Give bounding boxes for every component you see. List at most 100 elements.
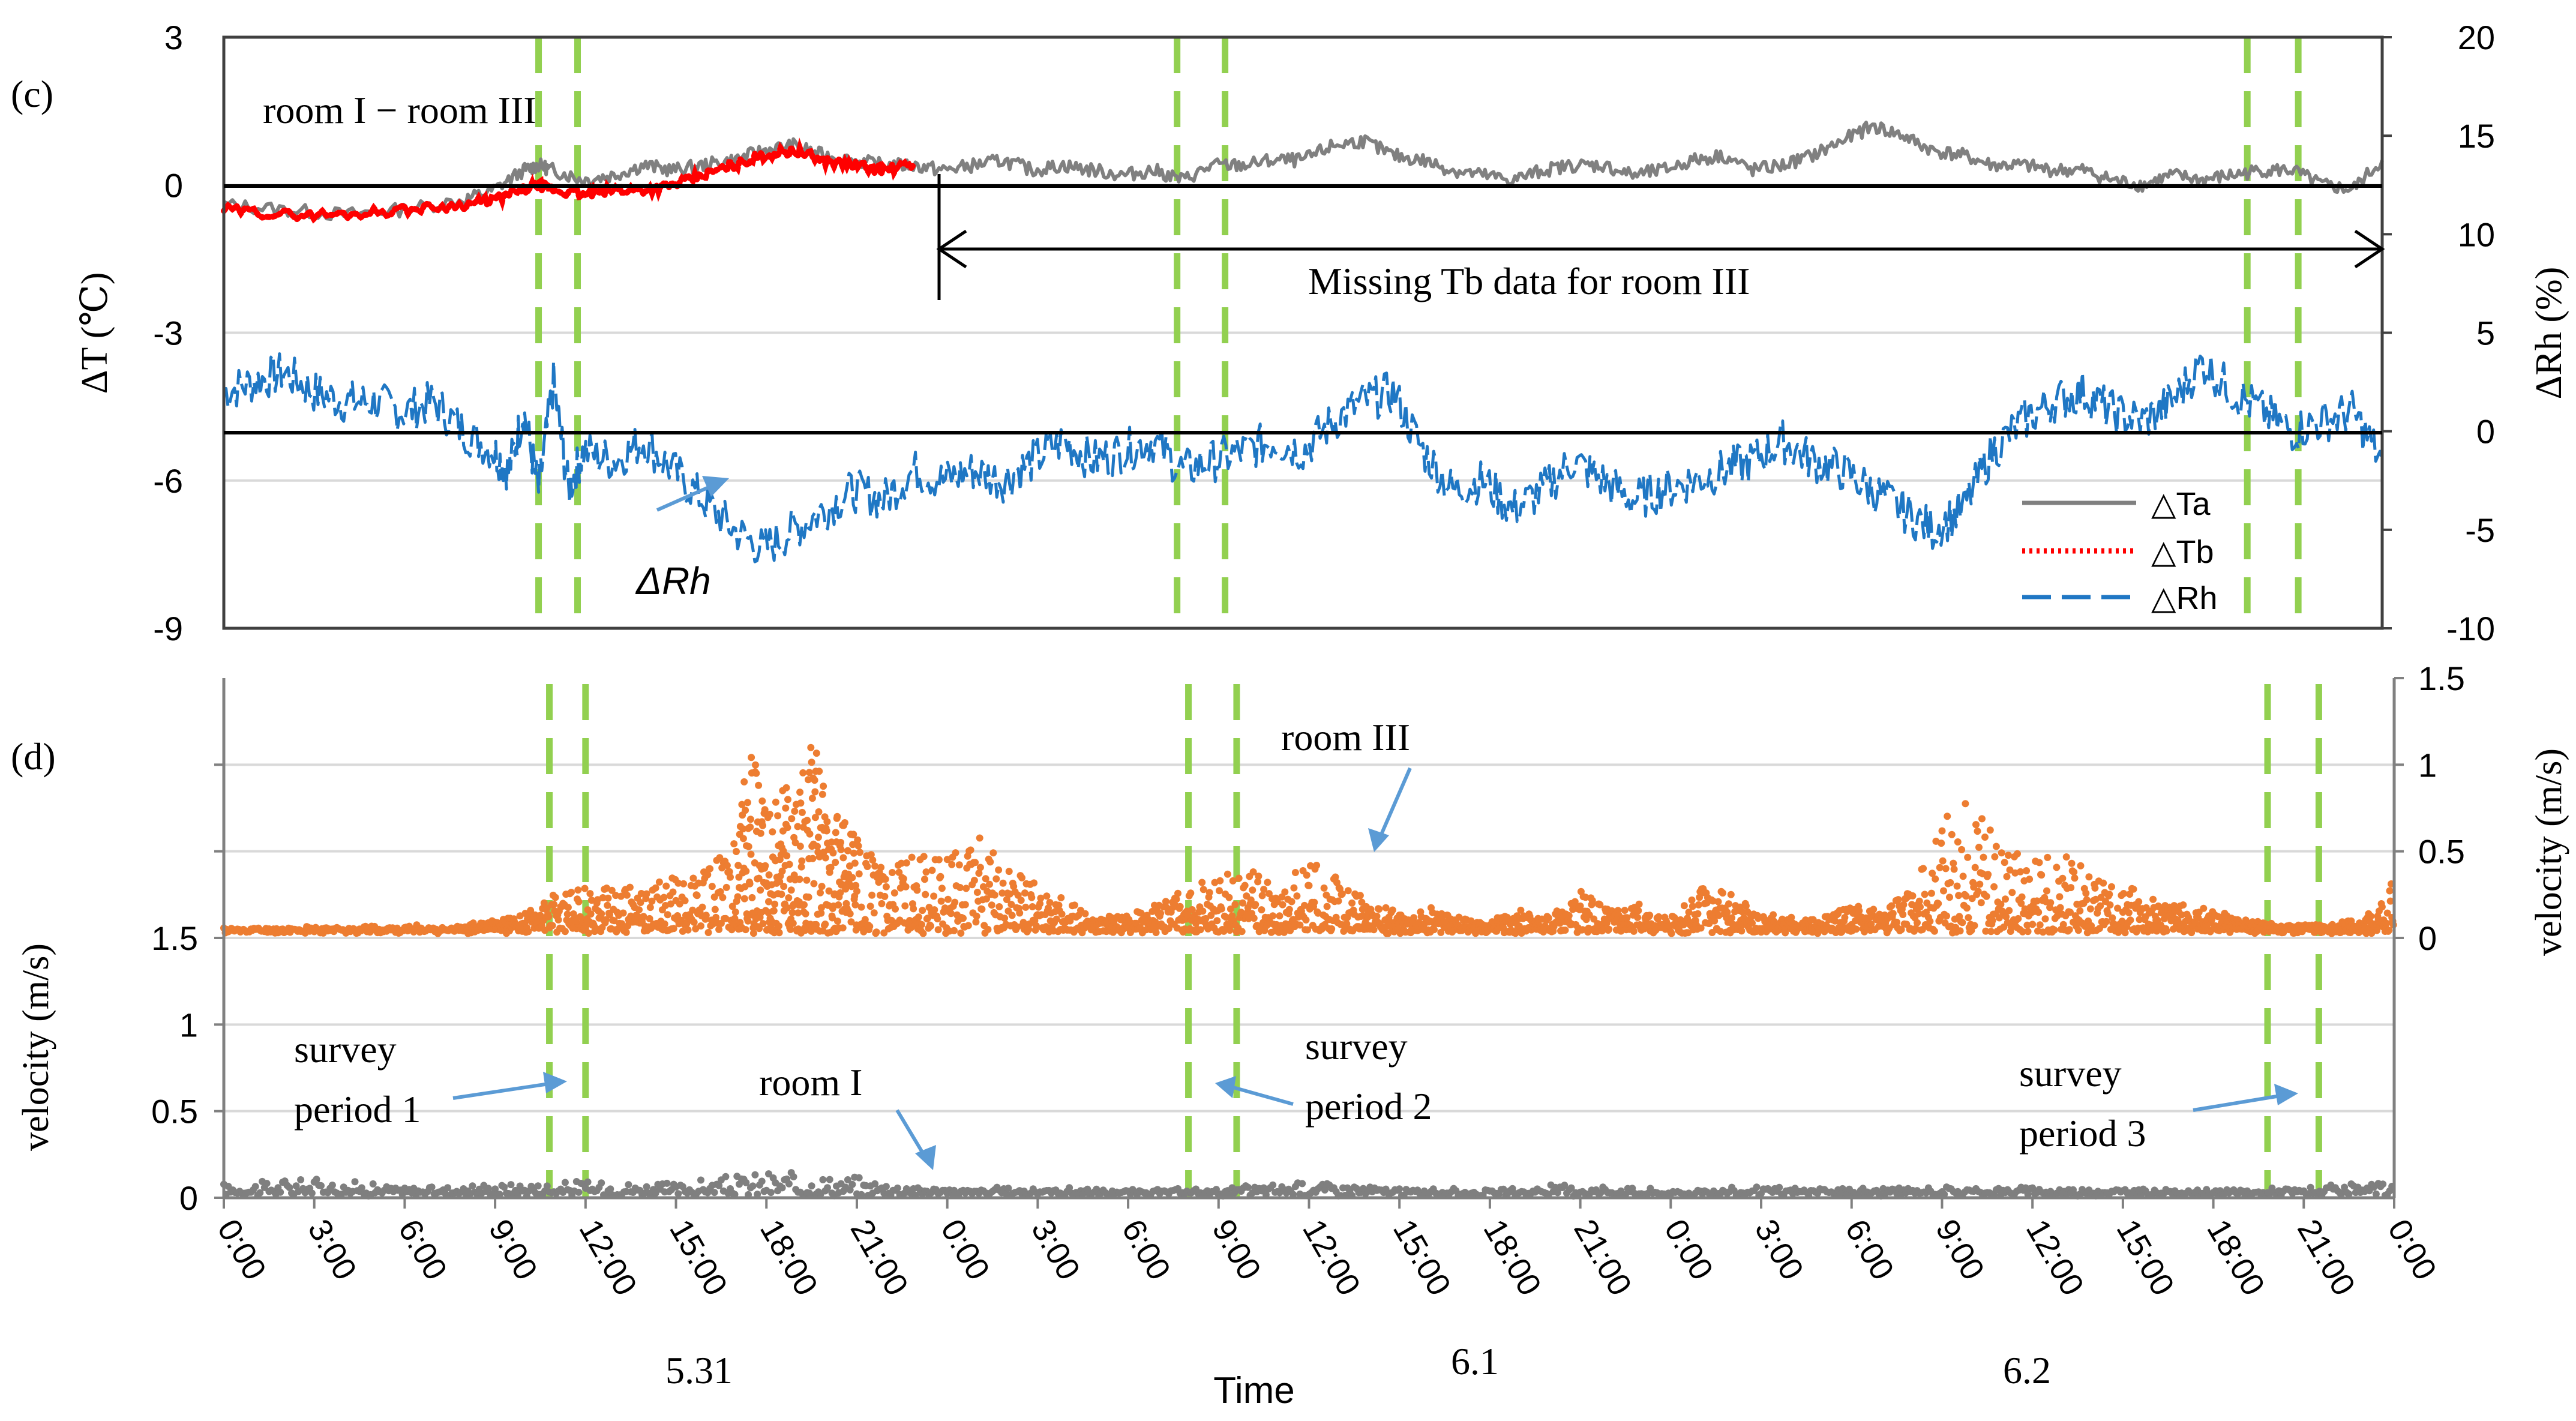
velocity-point	[1249, 868, 1257, 876]
velocity-point	[722, 1173, 730, 1180]
velocity-point	[351, 1178, 359, 1186]
velocity-point	[731, 908, 739, 916]
velocity-point	[706, 865, 714, 873]
velocity-point	[742, 807, 749, 814]
velocity-point	[2065, 926, 2073, 934]
velocity-point	[1939, 857, 1947, 865]
velocity-point	[754, 1191, 761, 1198]
velocity-point	[1889, 910, 1897, 918]
velocity-point	[866, 922, 874, 930]
velocity-point	[948, 861, 956, 868]
velocity-point	[850, 831, 857, 838]
legend-label-delta-rh: △Rh	[2151, 580, 2218, 616]
velocity-point	[1943, 912, 1950, 920]
velocity-point	[581, 885, 589, 892]
velocity-point	[1188, 906, 1196, 913]
velocity-point	[1588, 897, 1596, 904]
velocity-point	[841, 819, 848, 826]
velocity-point	[1007, 901, 1015, 909]
velocity-point	[2118, 918, 2126, 925]
velocity-point	[744, 917, 752, 925]
velocity-point	[817, 909, 825, 917]
velocity-point	[1576, 902, 1584, 910]
velocity-point	[669, 888, 677, 896]
velocity-point	[640, 913, 647, 921]
velocity-point	[2386, 887, 2394, 895]
velocity-point	[738, 801, 746, 808]
velocity-point	[922, 891, 929, 898]
velocity-point	[2121, 929, 2129, 937]
velocity-point	[723, 862, 731, 870]
velocity-point	[1205, 889, 1213, 897]
velocity-point	[1046, 899, 1054, 906]
velocity-point	[1888, 902, 1896, 910]
velocity-point	[849, 841, 857, 849]
panel-d-survey-lines	[546, 684, 2322, 1198]
velocity-point	[369, 1180, 377, 1188]
velocity-point	[757, 886, 764, 894]
velocity-point	[646, 915, 653, 922]
velocity-point	[871, 1180, 879, 1188]
velocity-point	[1621, 907, 1629, 914]
velocity-point	[2386, 897, 2394, 905]
velocity-point	[1288, 898, 1296, 906]
velocity-point	[821, 854, 829, 862]
velocity-point	[1635, 907, 1642, 915]
velocity-point	[2178, 911, 2185, 919]
velocity-point	[2014, 915, 2022, 922]
velocity-point	[1596, 901, 1604, 909]
velocity-point	[930, 892, 938, 900]
velocity-point	[871, 862, 879, 870]
velocity-point	[740, 895, 748, 903]
velocity-point	[1728, 914, 1736, 922]
velocity-point	[1003, 896, 1010, 903]
velocity-point	[496, 1191, 503, 1198]
velocity-point	[2086, 905, 2094, 913]
velocity-point	[643, 1183, 650, 1191]
velocity-point	[855, 870, 863, 878]
velocity-point	[564, 904, 572, 912]
panel-c-left-tick-label: -9	[153, 610, 183, 647]
velocity-point	[1915, 910, 1923, 918]
velocity-point	[826, 1176, 833, 1183]
velocity-point	[550, 901, 558, 909]
velocity-point	[818, 790, 826, 798]
velocity-point	[1356, 892, 1364, 900]
velocity-point	[802, 910, 809, 918]
velocity-point	[1944, 813, 1951, 820]
velocity-point	[740, 778, 748, 786]
velocity-point	[872, 928, 880, 936]
velocity-point	[1222, 913, 1230, 921]
velocity-point	[602, 916, 610, 924]
velocity-point	[1260, 886, 1268, 894]
velocity-point	[2200, 904, 2208, 912]
velocity-point	[2108, 883, 2115, 891]
velocity-point	[2136, 916, 2143, 924]
velocity-point	[670, 925, 677, 933]
velocity-point	[2029, 1184, 2037, 1192]
velocity-point	[2100, 879, 2107, 887]
velocity-point	[734, 862, 742, 870]
velocity-point	[725, 868, 733, 876]
velocity-point	[952, 849, 959, 857]
velocity-point	[1247, 896, 1255, 904]
velocity-point	[995, 903, 1003, 910]
velocity-point	[1711, 917, 1719, 925]
missing-data-annotation: Missing Tb data for room III	[936, 174, 2385, 302]
velocity-point	[1025, 925, 1033, 933]
survey-period-1-arrowhead	[543, 1072, 567, 1093]
velocity-point	[1776, 1183, 1783, 1191]
velocity-point	[1975, 844, 1983, 851]
survey-period-1-arrow-shaft	[452, 1082, 550, 1100]
velocity-point	[774, 812, 782, 820]
velocity-point	[2130, 885, 2137, 893]
velocity-point	[1517, 906, 1525, 914]
velocity-point	[938, 885, 946, 892]
velocity-point	[2097, 902, 2104, 910]
velocity-point	[689, 906, 697, 914]
velocity-point	[1223, 870, 1231, 878]
velocity-point	[811, 777, 818, 784]
velocity-point	[1930, 927, 1938, 935]
velocity-point	[820, 783, 827, 790]
velocity-point	[584, 1178, 592, 1186]
